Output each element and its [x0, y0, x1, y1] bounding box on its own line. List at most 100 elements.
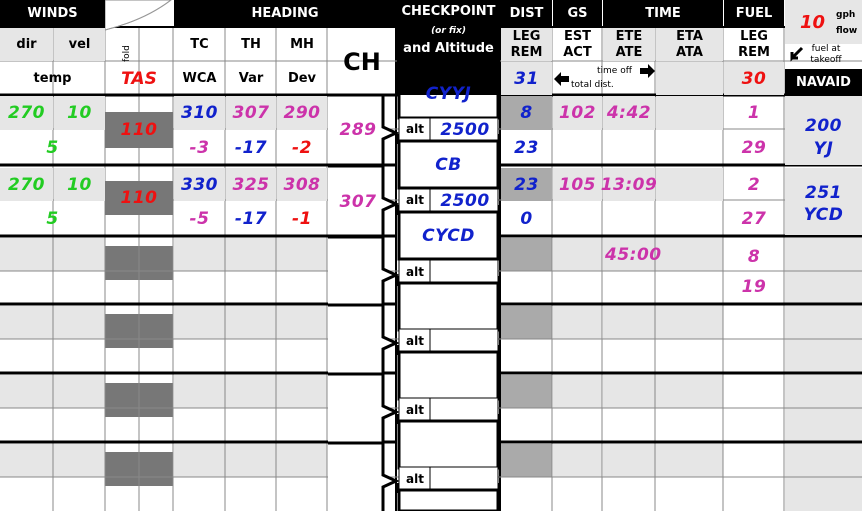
mh-header: MH: [290, 37, 314, 52]
leg1-fuel-leg: 1: [747, 103, 761, 123]
empty-heading-cell: [174, 375, 327, 408]
empty-time-cell: [603, 306, 723, 339]
ch-arrow-box[interactable]: [328, 235, 400, 309]
gs-act-header: ACT: [563, 45, 592, 60]
leg1-alt-label: alt: [406, 122, 424, 136]
arrow-right-icon: [640, 64, 655, 78]
leg1-mh: 290: [277, 96, 327, 130]
ch-header: CH: [343, 47, 381, 76]
ch-arrow-box[interactable]: [328, 441, 400, 511]
empty-heading-cell: [174, 306, 327, 339]
leg2-th: 325: [226, 168, 276, 201]
checkpoint-box[interactable]: [397, 350, 500, 401]
checkpoint-box[interactable]: [397, 281, 500, 332]
leg1-tc: 310: [174, 96, 225, 130]
total-fuel-rem: 19: [741, 277, 767, 297]
leg1-dist-rem: 23: [514, 138, 539, 158]
checkpoint-box[interactable]: [397, 419, 500, 470]
flow-box: [785, 0, 862, 44]
leg1-th: 307: [226, 96, 276, 130]
leg1-wind-vel: 10: [54, 96, 105, 130]
checkpoint-box[interactable]: [397, 139, 500, 190]
empty-time-cell: [603, 375, 723, 408]
leg2-checkpoint: CYCD: [422, 226, 475, 246]
winds-header: WINDS: [0, 0, 105, 27]
gph-label: gph: [836, 10, 856, 20]
ch-arrow-box[interactable]: [328, 372, 400, 446]
alt-field[interactable]: [398, 117, 499, 141]
ch-arrow-box[interactable]: [328, 303, 400, 377]
empty-dist-cell: [501, 306, 552, 339]
or-fix-label: (or fix): [431, 26, 466, 36]
fuel-at-label: fuel at: [811, 44, 841, 54]
checkpoint-box[interactable]: [397, 488, 500, 511]
checkpoint-box[interactable]: [397, 210, 500, 261]
leg2-navaid-id: YCD: [803, 205, 844, 225]
leg2-var: -17: [234, 208, 268, 229]
leg2-navaid-bg: [785, 168, 862, 235]
empty-dist-cell: [501, 238, 552, 271]
leg2-wca: -5: [189, 208, 210, 229]
leg2-tas: 110: [105, 181, 173, 215]
alt-field[interactable]: [398, 328, 499, 352]
leg2-ch: 307: [339, 192, 377, 212]
leg1-eta[interactable]: [656, 96, 723, 130]
gs-est-header: EST: [563, 28, 592, 44]
leg2-eta[interactable]: [656, 168, 723, 201]
leg2-gs-est: 105: [553, 168, 602, 201]
time-off-cell[interactable]: [656, 62, 723, 95]
alt-field[interactable]: [398, 188, 499, 212]
gs-header: GS: [553, 0, 602, 27]
fold-label: fold: [122, 45, 132, 62]
flow-value: 10: [800, 12, 826, 33]
leg2-dist-rem: 0: [520, 208, 533, 229]
leg2-temp: 5: [46, 208, 59, 229]
navaid-header: NAVAID: [785, 69, 862, 95]
vel-header: vel: [54, 28, 105, 61]
fuel-rem-header: REM: [738, 45, 770, 60]
row5-alt-label: alt: [406, 403, 424, 417]
heading-header: HEADING: [174, 0, 396, 27]
ete-header: ETE: [603, 28, 655, 44]
leg1-tas: 110: [105, 112, 173, 148]
leg2-alt-label: alt: [406, 193, 424, 207]
alt-field[interactable]: [398, 466, 499, 490]
leg1-navaid-id: YJ: [813, 139, 834, 159]
takeoff-label: takeoff: [810, 55, 842, 65]
leg2-fuel-rem: 27: [741, 208, 767, 229]
row3-alt-label: alt: [406, 265, 424, 279]
checkpoint-header-bg: [397, 0, 500, 95]
leg1-ch: 289: [339, 120, 377, 140]
leg1-dist-leg: 8: [501, 96, 552, 130]
fold-curve-icon: [105, 0, 172, 31]
dist-header: DIST: [501, 0, 552, 27]
leg1-fuel-rem: 29: [741, 138, 767, 158]
leg2-ete: 13:09: [601, 168, 657, 201]
leg1-wca: -3: [189, 138, 210, 158]
fuel-leg-header: LEG: [740, 28, 768, 44]
total-dist-value: 31: [501, 62, 552, 95]
leg1-dev: -2: [292, 138, 312, 158]
start-checkpoint: CYYJ: [425, 84, 472, 104]
flow-label: flow: [836, 26, 858, 36]
leg1-temp: 5: [46, 138, 59, 158]
empty-dist-cell: [501, 444, 552, 477]
alt-field[interactable]: [398, 259, 499, 283]
empty-gs-cell: [553, 375, 602, 408]
alt-field[interactable]: [398, 397, 499, 421]
leg2-dist-leg: 23: [501, 168, 552, 201]
leg2-navaid-freq: 251: [805, 183, 842, 203]
leg1-alt: 2500: [440, 119, 490, 140]
time-header: TIME: [603, 0, 723, 27]
row6-alt-label: alt: [406, 472, 424, 486]
and-altitude-label: and Altitude: [403, 41, 494, 56]
leg2-tc: 330: [174, 168, 225, 201]
empty-dist-cell: [501, 375, 552, 408]
leg1-ete: 4:42: [603, 96, 655, 130]
total-ete: 45:00: [605, 244, 662, 265]
dev-header: Dev: [287, 71, 317, 86]
leg1-var: -17: [234, 138, 268, 158]
dir-header: dir: [0, 28, 53, 61]
leg1-checkpoint: CB: [435, 155, 462, 175]
